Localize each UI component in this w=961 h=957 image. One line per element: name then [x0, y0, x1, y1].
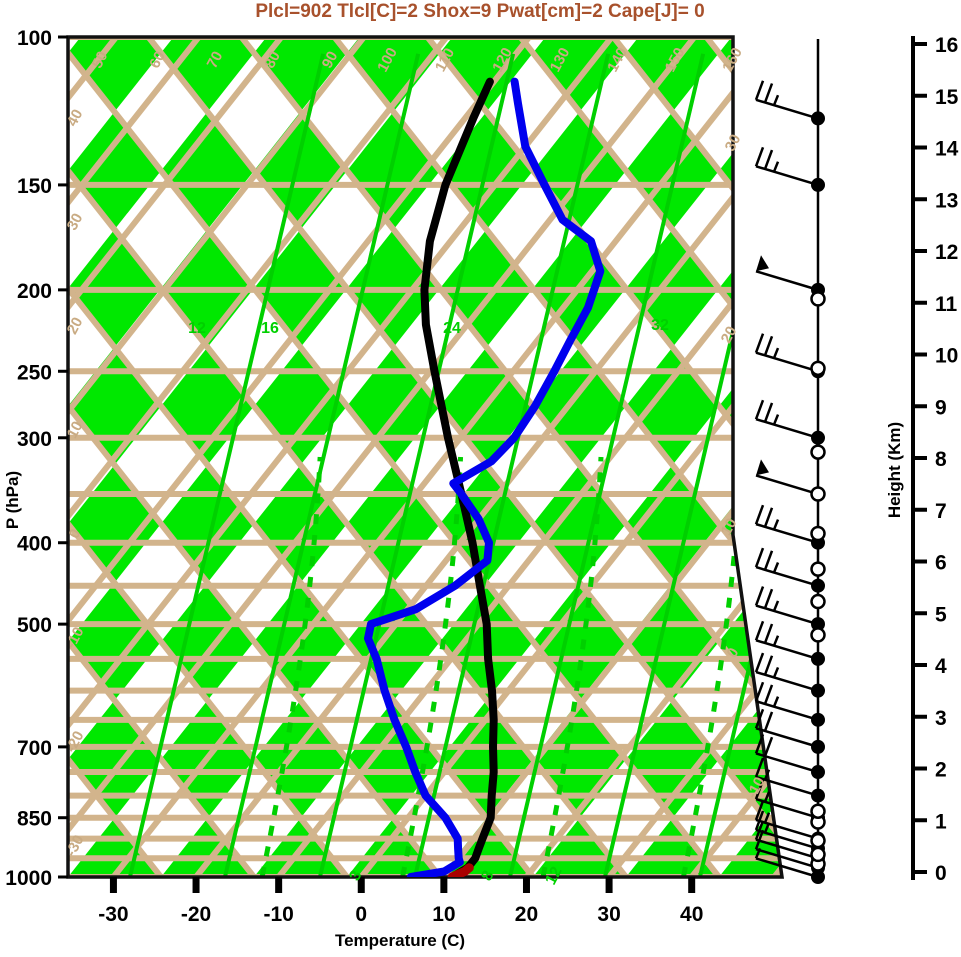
temperature-tick-label: -10: [263, 903, 293, 926]
height-tick-label: 1: [935, 810, 947, 833]
isotherm-left-label: 10: [64, 419, 87, 442]
temperature-tick-label: 20: [515, 903, 538, 926]
isotherm-left-label: 40: [64, 107, 87, 130]
pressure-tick-label: 150: [17, 175, 52, 198]
isotherm-right-label: 10: [718, 516, 741, 539]
dry-adiabat-top-label: 50: [89, 49, 112, 72]
isotherm-left-label: 20: [64, 315, 87, 338]
temperature-tick-label: 0: [355, 903, 367, 926]
mixing-ratio-label: 24: [443, 320, 461, 337]
height-tick-label: 6: [935, 552, 947, 575]
dry-adiabat-top-label: 60: [146, 49, 169, 72]
temperature-tick-label: -20: [181, 903, 211, 926]
mixing-ratio-label: 12: [542, 864, 565, 888]
temperature-tick-label: 10: [432, 903, 455, 926]
plot-frame: [66, 35, 785, 879]
wind-barb-layer: [754, 39, 826, 884]
mixing-ratio-label: 16: [261, 320, 279, 337]
dry-adiabat-top-label: 90: [319, 49, 342, 72]
mixing-ratio-layer: [128, 53, 782, 877]
temperature-axis-title: Temperature (C): [335, 931, 465, 950]
isotherm-right-label: 30: [722, 132, 745, 155]
pressure-tick-label: 200: [17, 280, 52, 303]
pressure-tick-label: 100: [17, 27, 52, 50]
mixing-ratio-label: 32: [651, 317, 669, 334]
pressure-tick-label: 850: [17, 808, 52, 831]
height-tick-label: 8: [935, 448, 947, 471]
height-tick-label: 3: [935, 707, 947, 730]
temperature-tick-label: -30: [98, 903, 128, 926]
pressure-tick-label: 700: [17, 737, 52, 760]
pressure-tick-label: 300: [17, 428, 52, 451]
height-tick-label: 0: [935, 862, 947, 885]
height-axis-title: Height (Km): [885, 422, 904, 518]
temperature-tick-label: 30: [597, 903, 620, 926]
pressure-tick-label: 500: [17, 614, 52, 637]
height-tick-label: 7: [935, 500, 947, 523]
height-tick-label: 14: [935, 138, 959, 161]
height-tick-label: 4: [935, 655, 947, 678]
height-tick-label: 9: [935, 396, 947, 419]
sounding-curves: [364, 77, 605, 877]
height-tick-label: 15: [935, 86, 959, 109]
pressure-tick-label: 250: [17, 361, 52, 384]
height-tick-label: 2: [935, 759, 947, 782]
height-tick-label: 13: [935, 189, 958, 212]
pressure-tick-label: 1000: [5, 867, 52, 890]
height-tick-label: 11: [935, 293, 958, 316]
height-tick-label: 16: [935, 34, 958, 57]
height-tick-label: 10: [935, 345, 958, 368]
height-tick-label: 5: [935, 603, 947, 626]
isotherm-left-label: 30: [64, 211, 87, 234]
height-tick-label: 12: [935, 241, 958, 264]
chart-title: Plcl=902 Tlcl[C]=2 Shox=9 Pwat[cm]=2 Cap…: [255, 1, 704, 22]
mixing-ratio-label: 12: [188, 320, 206, 337]
isotherm-right-label: 20: [718, 324, 741, 347]
dry-adiabat-top-label: 70: [204, 49, 227, 72]
pressure-axis-title: P (hPa): [3, 471, 22, 529]
temperature-tick-label: 40: [680, 903, 703, 926]
pressure-tick-label: 400: [17, 533, 52, 556]
dry-adiabat-top-label: 80: [261, 49, 284, 72]
